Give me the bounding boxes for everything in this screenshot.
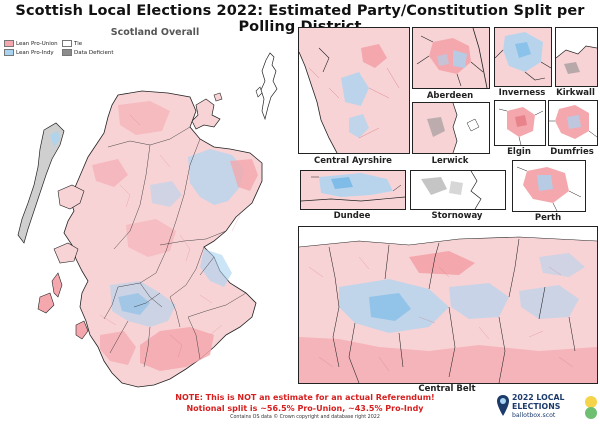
label-aberdeen: Aberdeen: [426, 91, 474, 101]
badge-icon: [585, 396, 597, 419]
scotland-map: [17, 52, 278, 388]
credit-text: Contains OS data © Crown copyright and d…: [230, 415, 380, 420]
inset-stornoway: [410, 170, 506, 210]
inset-aberdeen: [412, 27, 490, 89]
brand-line-1: 2022 LOCAL: [512, 393, 565, 402]
label-perth: Perth: [534, 213, 562, 223]
inset-dundee: [300, 170, 406, 210]
legend: Lean Pro-Union Lean Pro-Indy Tie Data De…: [4, 40, 114, 68]
legend-label-union: Lean Pro-Union: [16, 40, 58, 47]
label-stornoway: Stornoway: [431, 211, 483, 221]
note-split: Notional split is ~56.5% Pro-Union, ~43.…: [186, 404, 424, 413]
label-dundee: Dundee: [333, 211, 371, 221]
label-central-belt: Central Belt: [418, 384, 476, 394]
brand-logo: 2022 LOCAL ELECTIONS ballotbox.scot: [494, 391, 600, 424]
orkney-islands: [191, 98, 221, 130]
inset-lerwick: [412, 102, 490, 154]
mull: [53, 242, 79, 264]
inset-dumfries: [548, 100, 598, 146]
arran: [75, 320, 89, 340]
legend-label-indy: Lean Pro-Indy: [16, 49, 54, 56]
legend-swatch-deficient: [62, 49, 72, 56]
inset-central-belt: [298, 226, 598, 384]
label-inverness: Inverness: [498, 88, 546, 98]
legend-label-deficient: Data Deficient: [74, 49, 114, 56]
jura: [51, 272, 63, 298]
inset-elgin: [494, 100, 546, 146]
location-pin-icon: [497, 395, 509, 416]
brand-line-2: ELECTIONS: [512, 402, 561, 411]
legend-item-indy: Lean Pro-Indy: [4, 49, 54, 56]
label-kirkwall: Kirkwall: [556, 88, 595, 98]
legend-swatch-indy: [4, 49, 14, 56]
label-elgin: Elgin: [507, 147, 531, 157]
brand-url: ballotbox.scot: [512, 412, 556, 419]
legend-item-union: Lean Pro-Union: [4, 40, 58, 47]
skye: [57, 184, 85, 210]
label-central-ayrshire: Central Ayrshire: [314, 156, 392, 166]
shetland-islands: [260, 52, 278, 121]
outer-hebrides: [17, 122, 65, 244]
legend-label-tie: Tie: [74, 40, 83, 47]
legend-swatch-union: [4, 40, 14, 47]
legend-item-deficient: Data Deficient: [62, 49, 114, 56]
inset-kirkwall: [555, 27, 598, 87]
inset-inverness: [494, 27, 552, 87]
inset-central-ayrshire: [298, 27, 410, 154]
legend-swatch-tie: [62, 40, 72, 47]
label-lerwick: Lerwick: [431, 156, 469, 166]
overall-label: Scotland Overall: [110, 27, 200, 38]
label-dumfries: Dumfries: [550, 147, 594, 157]
inset-perth: [512, 160, 586, 212]
council-boundaries: [103, 126, 247, 368]
islay: [37, 292, 55, 314]
legend-item-tie: Tie: [62, 40, 82, 47]
note-disclaimer: NOTE: This is NOT an estimate for an act…: [175, 393, 435, 402]
